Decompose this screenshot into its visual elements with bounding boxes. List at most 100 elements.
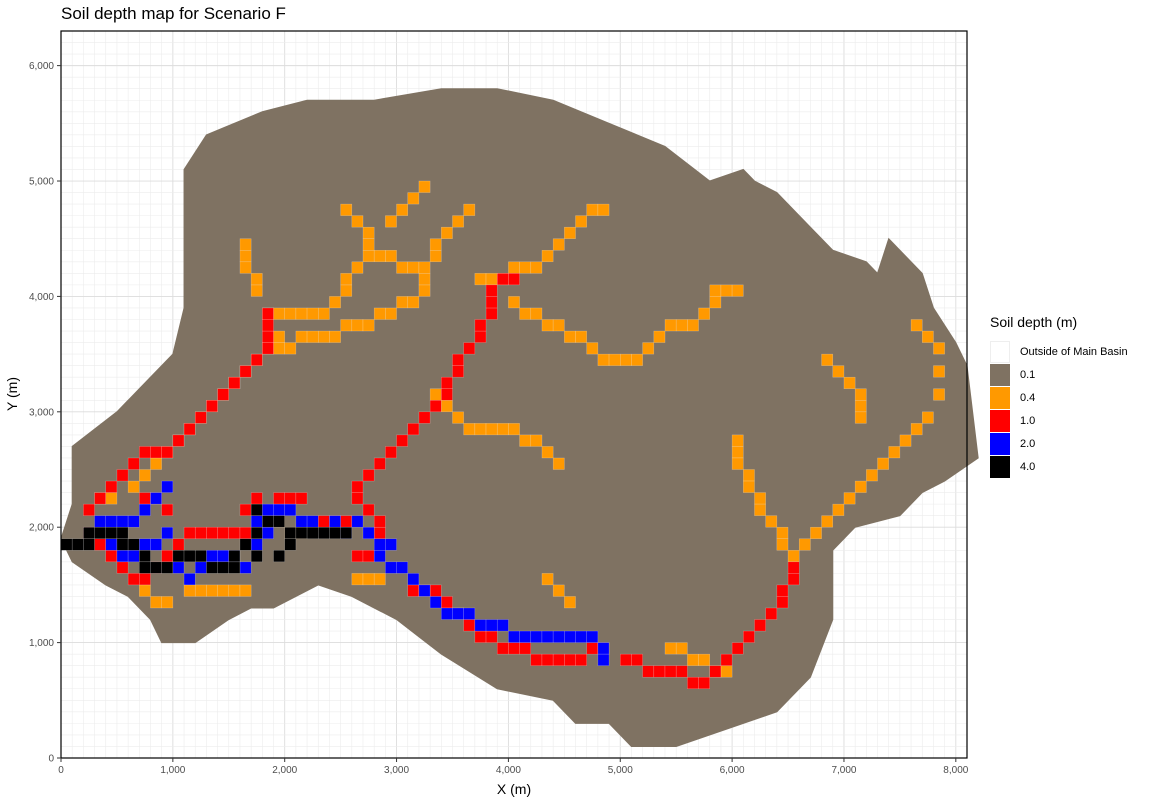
depth-cell — [620, 653, 632, 666]
depth-cell — [94, 515, 106, 528]
depth-cell — [597, 642, 610, 655]
depth-cell — [239, 561, 252, 574]
depth-cell — [206, 584, 218, 597]
depth-cell — [418, 180, 431, 193]
depth-cell — [385, 215, 397, 228]
depth-cell — [295, 307, 308, 320]
depth-cell — [127, 538, 140, 551]
depth-cell — [306, 307, 319, 320]
depth-cell — [250, 538, 263, 551]
depth-cell — [441, 607, 453, 620]
depth-cell — [362, 526, 375, 539]
depth-cell — [262, 307, 274, 320]
depth-cell — [664, 665, 677, 678]
depth-cell — [194, 526, 207, 539]
depth-cell — [284, 526, 297, 539]
depth-cell — [866, 469, 878, 482]
depth-cell — [653, 330, 666, 343]
depth-cell — [83, 526, 95, 539]
depth-cell — [94, 538, 106, 551]
y-tick-label: 3,000 — [29, 407, 54, 418]
depth-cell — [351, 573, 364, 586]
depth-cell — [586, 342, 599, 355]
depth-cell — [787, 573, 800, 586]
depth-cell — [508, 261, 520, 274]
x-tick-label: 0 — [58, 765, 64, 776]
depth-cell — [508, 642, 520, 655]
depth-cell — [452, 411, 464, 424]
depth-cell — [530, 261, 543, 274]
depth-cell — [385, 250, 397, 263]
depth-cell — [318, 515, 330, 528]
depth-cell — [407, 573, 420, 586]
legend-swatch-2-0 — [990, 432, 1010, 455]
depth-cell — [418, 584, 431, 597]
depth-cell — [83, 538, 95, 551]
depth-cell — [664, 642, 677, 655]
depth-cell — [720, 653, 733, 666]
depth-cell — [306, 526, 319, 539]
depth-cell — [239, 250, 252, 263]
legend-label-2-0: 2.0 — [1020, 437, 1036, 450]
depth-cell — [888, 446, 901, 459]
depth-cell — [720, 665, 733, 678]
depth-cell — [273, 492, 285, 505]
y-tick-label: 1,000 — [29, 638, 54, 649]
depth-cell — [239, 503, 252, 516]
depth-cell — [496, 273, 509, 286]
depth-cell — [340, 203, 353, 216]
depth-cell — [373, 550, 386, 563]
depth-cell — [564, 630, 576, 643]
depth-cell — [452, 607, 464, 620]
depth-cell — [396, 296, 408, 309]
depth-cell — [127, 480, 140, 493]
basin-layer — [60, 88, 979, 747]
depth-cell — [441, 596, 453, 609]
depth-cell — [687, 653, 699, 666]
depth-cell — [787, 561, 800, 574]
legend-swatch-0-1 — [990, 363, 1010, 386]
depth-cell — [273, 550, 285, 563]
depth-cell — [463, 423, 476, 436]
depth-cell — [94, 492, 106, 505]
depth-cell — [362, 250, 375, 263]
depth-cell — [172, 538, 185, 551]
depth-cell — [508, 296, 520, 309]
depth-cell — [776, 526, 789, 539]
depth-cell — [139, 561, 151, 574]
depth-cell — [441, 388, 453, 401]
legend-label-1-0: 1.0 — [1020, 414, 1036, 427]
legend-label-0-1: 0.1 — [1020, 368, 1036, 381]
depth-cell — [463, 203, 476, 216]
depth-cell — [552, 319, 565, 332]
depth-cell — [519, 434, 532, 447]
y-axis-label: Y (m) — [4, 377, 20, 411]
depth-cell — [161, 550, 174, 563]
depth-cell — [83, 503, 95, 516]
depth-cell — [418, 284, 431, 297]
depth-cell — [854, 411, 867, 424]
depth-cell — [575, 330, 587, 343]
depth-cell — [508, 630, 520, 643]
depth-cell — [183, 526, 196, 539]
depth-cell — [250, 353, 263, 366]
depth-cell — [597, 353, 610, 366]
depth-cell — [194, 550, 207, 563]
depth-cell — [530, 630, 543, 643]
depth-cell — [116, 550, 129, 563]
depth-cell — [362, 319, 375, 332]
depth-cell — [485, 619, 498, 632]
legend-swatch-outside — [990, 340, 1010, 363]
depth-cell — [273, 342, 285, 355]
depth-cell — [675, 642, 688, 655]
depth-cell — [217, 561, 230, 574]
depth-cell — [250, 515, 263, 528]
depth-cell — [183, 550, 196, 563]
depth-cell — [373, 538, 386, 551]
depth-cell — [821, 515, 834, 528]
depth-cell — [172, 561, 185, 574]
depth-cell — [429, 584, 442, 597]
depth-cell — [441, 376, 453, 389]
depth-cell — [206, 561, 218, 574]
depth-cell — [530, 434, 543, 447]
